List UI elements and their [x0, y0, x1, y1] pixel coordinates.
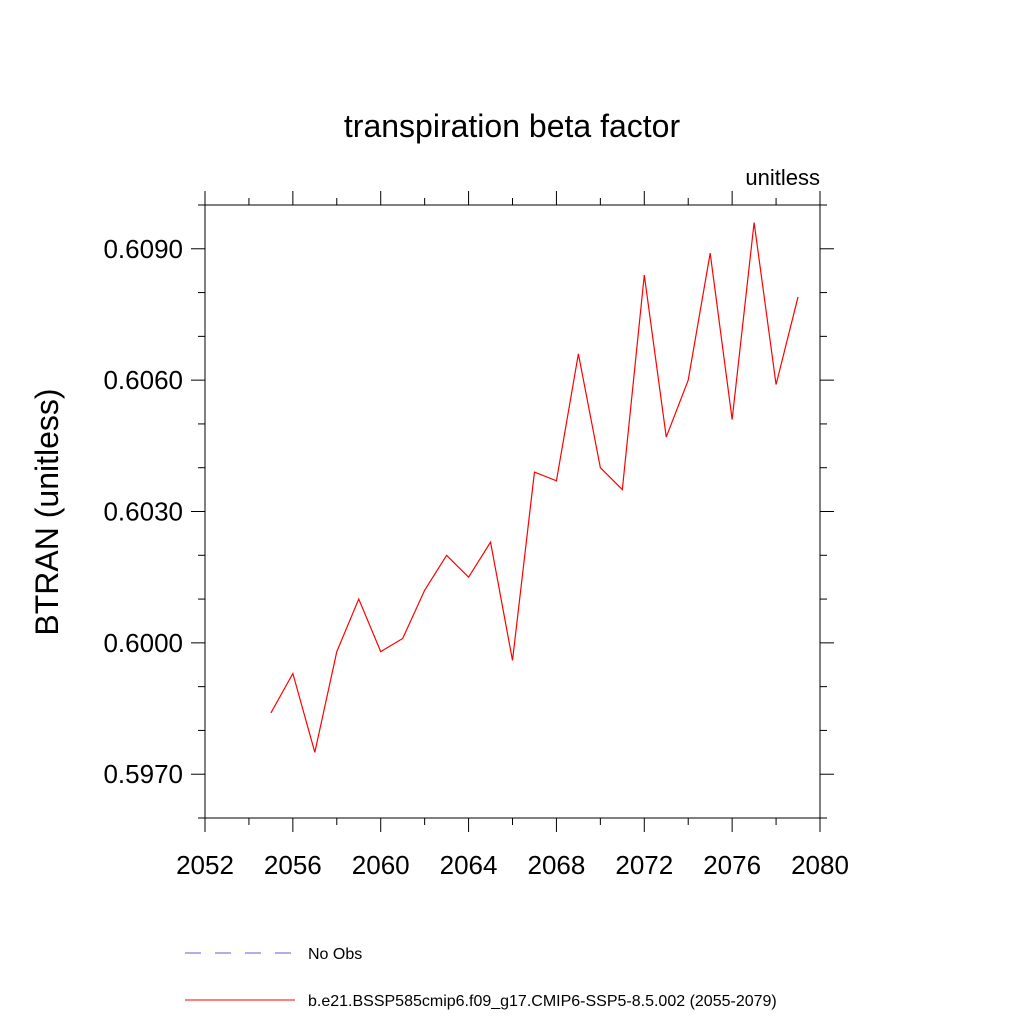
x-tick-label: 2052	[176, 850, 234, 880]
units-label: unitless	[745, 165, 820, 190]
series-line	[270, 222, 799, 753]
x-tick-label: 2072	[615, 850, 673, 880]
y-axis-label: BTRAN (unitless)	[29, 388, 65, 635]
x-tick-label: 2064	[440, 850, 498, 880]
y-axis-ticks: 0.5970 0.6000 0.6030 0.6060 0.6090	[103, 204, 834, 819]
x-tick-label: 2076	[703, 850, 761, 880]
y-tick-label: 0.6030	[103, 497, 183, 527]
legend-label: b.e21.BSSP585cmip6.f09_g17.CMIP6-SSP5-8.…	[308, 993, 777, 1010]
x-axis-ticks: 2052 2056 2060 2064 2068 2072 2076 2080	[176, 191, 849, 880]
x-tick-label: 2080	[791, 850, 849, 880]
x-tick-label: 2056	[264, 850, 322, 880]
y-tick-label: 0.6060	[103, 365, 183, 395]
plot-frame	[204, 204, 821, 819]
x-tick-label: 2060	[352, 850, 410, 880]
chart-title: transpiration beta factor	[344, 108, 681, 144]
series-layer	[270, 222, 799, 753]
x-tick-label: 2068	[528, 850, 586, 880]
y-tick-label: 0.6090	[103, 234, 183, 264]
legend: No Obs b.e21.BSSP585cmip6.f09_g17.CMIP6-S…	[185, 946, 777, 1010]
legend-label: No Obs	[308, 946, 362, 963]
y-tick-label: 0.6000	[103, 628, 183, 658]
y-tick-label: 0.5970	[103, 759, 183, 789]
